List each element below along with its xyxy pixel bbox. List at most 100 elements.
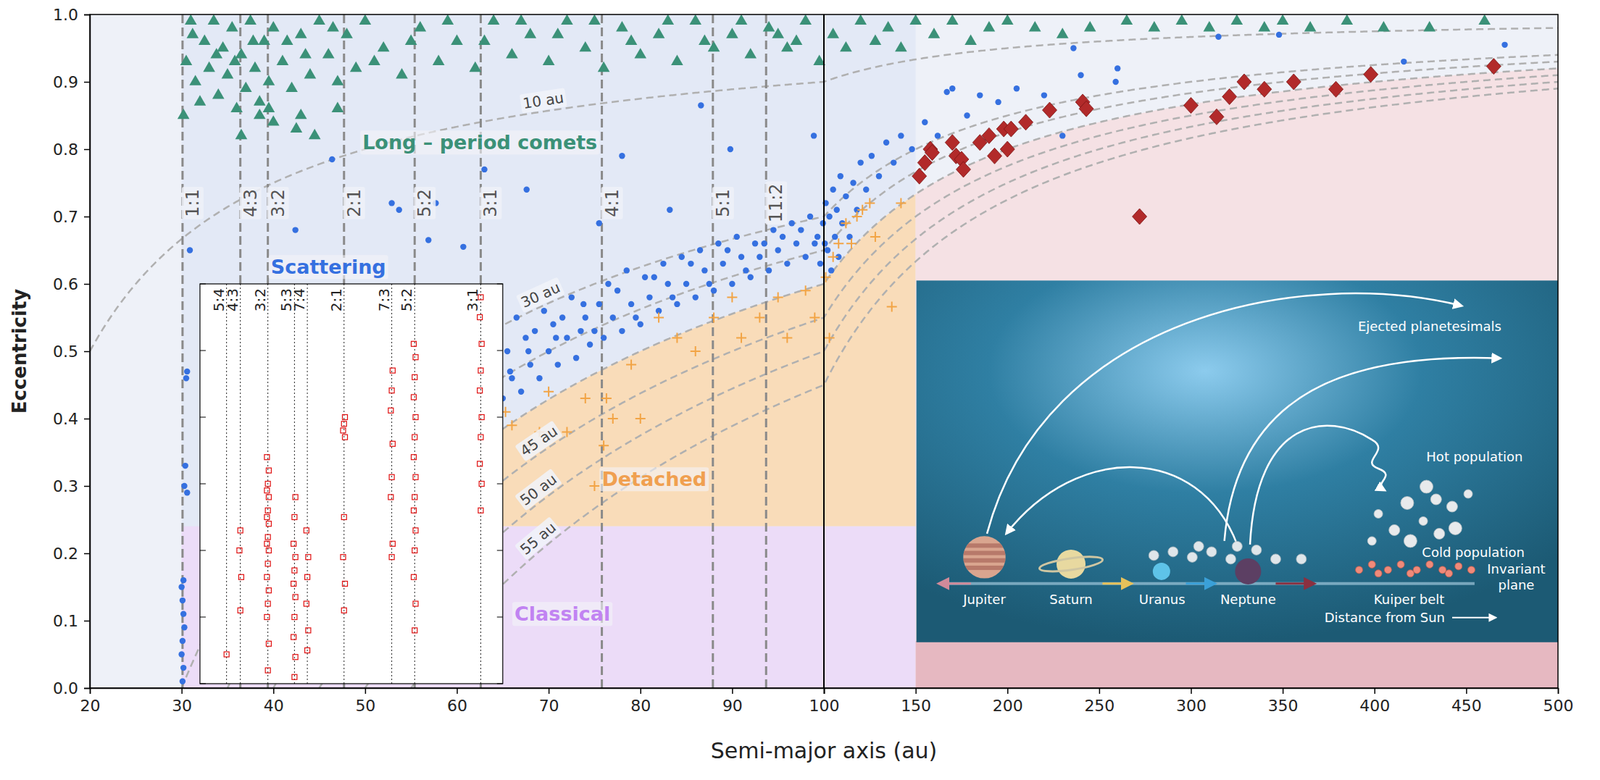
tick: 0.4 bbox=[52, 410, 90, 429]
point bbox=[1084, 21, 1097, 32]
point bbox=[829, 186, 836, 193]
tick-label: 100 bbox=[809, 697, 840, 716]
planet-ring bbox=[1038, 554, 1103, 575]
point bbox=[377, 41, 390, 52]
tick: 200 bbox=[992, 688, 1024, 716]
tick: 0.5 bbox=[52, 342, 90, 361]
curve-label: 10 au bbox=[521, 89, 566, 113]
cold-object bbox=[1413, 566, 1421, 574]
cold-object bbox=[1368, 560, 1376, 569]
inset-tick bbox=[497, 484, 503, 485]
point bbox=[536, 375, 543, 382]
tick-mark bbox=[84, 486, 90, 488]
tick-label: 250 bbox=[1084, 697, 1115, 716]
y-axis-title: Eccentricity bbox=[8, 289, 31, 415]
point bbox=[341, 607, 347, 614]
diagram-label: Distance from Sun bbox=[1324, 610, 1445, 626]
diagram-label-line: Invariant bbox=[1486, 561, 1545, 577]
point bbox=[943, 89, 950, 95]
point bbox=[294, 27, 308, 38]
cold-object bbox=[1444, 570, 1453, 578]
planet-band bbox=[963, 565, 1006, 571]
annotation: Classical bbox=[514, 602, 611, 626]
inset-tick bbox=[497, 350, 503, 352]
point bbox=[303, 601, 309, 607]
point bbox=[340, 555, 346, 561]
point bbox=[478, 34, 491, 45]
point bbox=[715, 240, 722, 247]
hot-object bbox=[1434, 528, 1445, 540]
point bbox=[292, 568, 298, 574]
point bbox=[1013, 85, 1020, 92]
tick-label: 1.0 bbox=[52, 5, 79, 24]
point bbox=[552, 334, 559, 341]
point bbox=[413, 474, 419, 480]
point bbox=[264, 455, 270, 461]
point bbox=[412, 374, 418, 380]
point bbox=[1114, 65, 1121, 72]
point bbox=[487, 14, 500, 25]
panel-divider bbox=[823, 14, 825, 689]
point bbox=[580, 301, 587, 308]
point bbox=[410, 455, 416, 461]
point bbox=[1121, 14, 1134, 25]
point bbox=[478, 368, 484, 374]
diagram-label: Cold population bbox=[1421, 544, 1525, 561]
point bbox=[179, 638, 186, 645]
point bbox=[800, 285, 811, 296]
point bbox=[908, 146, 915, 153]
point bbox=[285, 81, 298, 93]
tick-label: 0.1 bbox=[52, 612, 79, 631]
point bbox=[834, 206, 840, 213]
point bbox=[876, 173, 882, 179]
perihelion-curve bbox=[365, 81, 1558, 689]
cold-object bbox=[1439, 566, 1447, 574]
point bbox=[328, 156, 335, 163]
resonance-label: 11:2 bbox=[765, 183, 787, 223]
point bbox=[432, 54, 445, 65]
point bbox=[708, 313, 719, 324]
tick-mark bbox=[915, 688, 917, 695]
perihelion-curve bbox=[181, 55, 1558, 689]
point bbox=[719, 260, 726, 267]
tick: 450 bbox=[1451, 688, 1482, 716]
point bbox=[290, 121, 303, 132]
resonance-label-group: 11:2 bbox=[765, 181, 787, 225]
point bbox=[666, 206, 673, 213]
tick-mark bbox=[1465, 688, 1468, 695]
point bbox=[1304, 21, 1317, 32]
tick-mark bbox=[84, 621, 90, 623]
point bbox=[690, 346, 701, 357]
inset-resonance-line bbox=[480, 284, 482, 685]
planetesimal bbox=[1193, 541, 1204, 552]
planet bbox=[1234, 558, 1261, 585]
point bbox=[869, 34, 882, 45]
inset-tick bbox=[200, 550, 206, 552]
inset-resonance-line bbox=[307, 284, 308, 685]
tick-mark bbox=[1099, 688, 1101, 695]
inset-resonance-label: 7:3 bbox=[375, 288, 393, 312]
planet bbox=[1152, 563, 1171, 581]
point bbox=[410, 341, 416, 347]
point bbox=[1286, 73, 1301, 90]
point bbox=[610, 314, 616, 321]
point bbox=[1257, 81, 1272, 98]
point bbox=[523, 27, 537, 38]
point bbox=[809, 313, 820, 324]
point bbox=[1222, 88, 1237, 105]
point bbox=[779, 234, 786, 240]
cold-object bbox=[1374, 570, 1382, 578]
resonance-label-group: 3:2 bbox=[267, 186, 290, 220]
planetesimal bbox=[1231, 541, 1243, 552]
tick: 0.8 bbox=[52, 140, 90, 159]
point bbox=[340, 27, 353, 38]
point bbox=[854, 14, 867, 25]
point bbox=[563, 334, 570, 341]
point bbox=[388, 200, 395, 206]
point bbox=[632, 314, 639, 321]
point bbox=[949, 85, 956, 92]
point bbox=[264, 515, 270, 521]
point bbox=[790, 34, 803, 45]
point bbox=[726, 292, 737, 303]
label-patch bbox=[514, 468, 563, 512]
